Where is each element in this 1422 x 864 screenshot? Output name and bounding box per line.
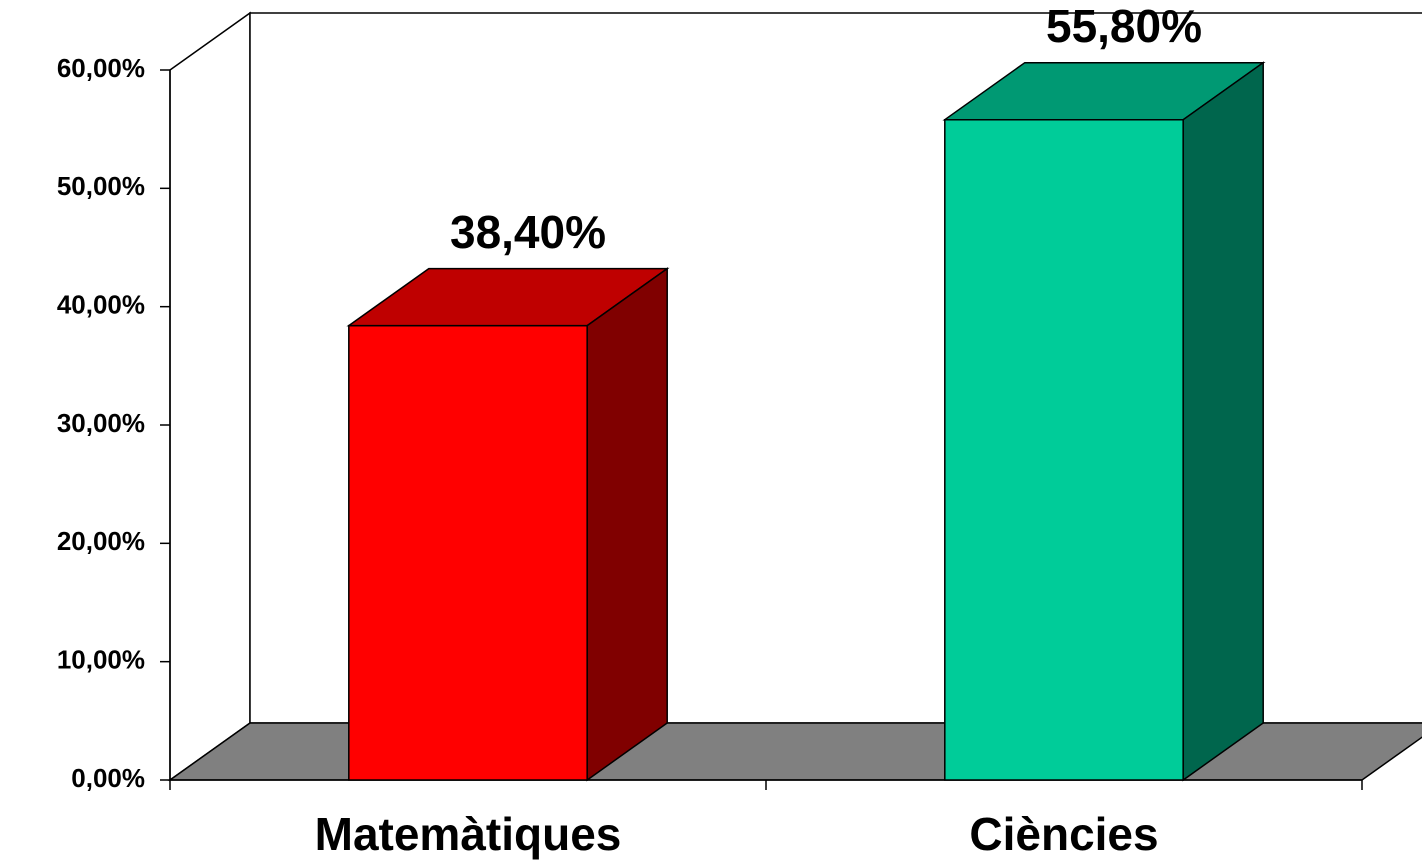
y-tick-label: 60,00% xyxy=(57,53,145,83)
value-label: 38,40% xyxy=(450,206,606,258)
y-tick-label: 10,00% xyxy=(57,645,145,675)
side-wall xyxy=(169,11,251,782)
y-tick-label: 20,00% xyxy=(57,526,145,556)
bar-front xyxy=(348,324,588,781)
bar-front xyxy=(944,118,1184,781)
bar-side xyxy=(1182,61,1264,782)
bar xyxy=(346,267,670,782)
y-tick-label: 40,00% xyxy=(57,290,145,320)
y-tick-label: 0,00% xyxy=(71,763,145,793)
x-tick-label: Matemàtiques xyxy=(315,808,622,860)
bar xyxy=(942,61,1266,782)
y-tick-label: 50,00% xyxy=(57,171,145,201)
bar-side xyxy=(586,267,668,782)
value-label: 55,80% xyxy=(1046,0,1202,52)
x-tick-label: Ciències xyxy=(969,808,1158,860)
y-tick-label: 30,00% xyxy=(57,408,145,438)
